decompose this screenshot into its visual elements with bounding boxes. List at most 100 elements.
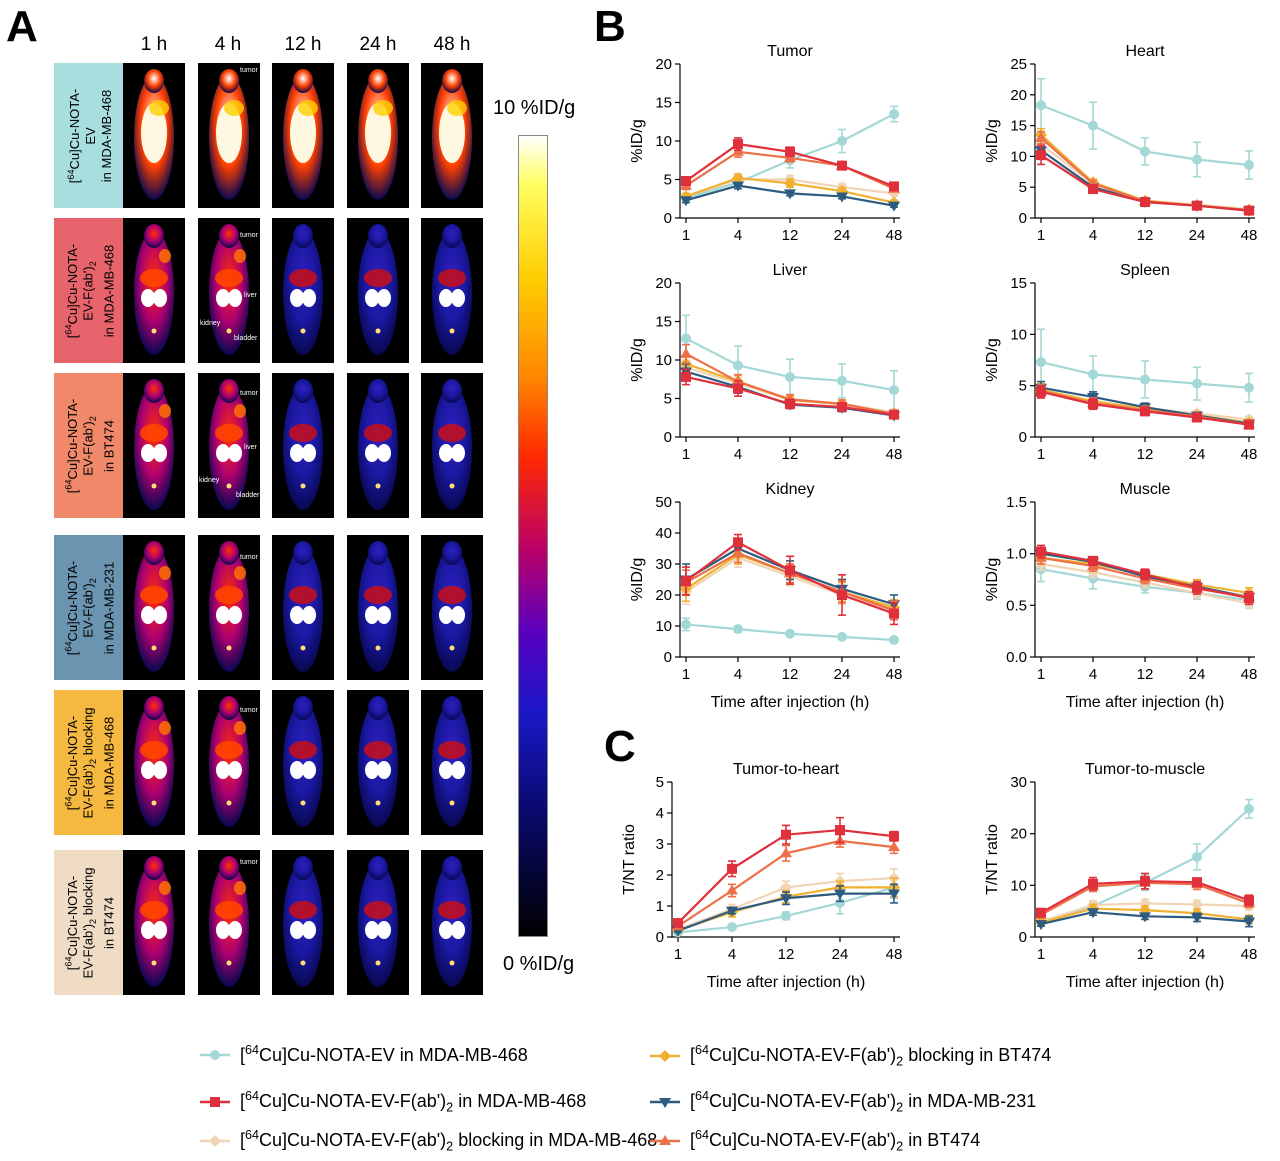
row-label-5: [64Cu]Cu-NOTA- EV-F(ab')2 blocking in MDA-… <box>54 690 123 835</box>
x-tick-label: 12 <box>782 666 799 683</box>
annot-liver-r3: liver <box>244 444 257 451</box>
y-tick-label: 30 <box>655 556 672 573</box>
legend-label: [64Cu]Cu-NOTA-EV-F(ab')2 in BT474 <box>690 1128 981 1154</box>
x-tick-label: 48 <box>1241 946 1258 963</box>
data-point <box>1191 898 1203 911</box>
data-point <box>889 831 899 842</box>
data-point <box>733 139 743 150</box>
series-fab_468 <box>681 533 899 626</box>
time-header-24h: 24 h <box>359 34 397 55</box>
colorbar-min-label: 0 %ID/g <box>503 953 575 975</box>
chart-0: 0 5 10 15 20 1 4 12 24 48 Tumor %ID/g <box>629 43 902 244</box>
pet-image-r4-c1 <box>123 535 185 680</box>
pet-image-r4-c4 <box>347 535 409 680</box>
y-tick-label: 5 <box>664 172 672 189</box>
data-point <box>1244 803 1254 814</box>
chart-title: Liver <box>773 262 808 279</box>
legend-label: [64Cu]Cu-NOTA-EV-F(ab')2 in MDA-MB-231 <box>690 1089 1037 1115</box>
chart-1: 0 5 10 15 20 25 1 4 12 24 48 Heart %ID/g <box>984 43 1257 244</box>
pet-image-r2-c5 <box>421 218 483 363</box>
legend-item-fab_468: [64Cu]Cu-NOTA-EV-F(ab')2 in MDA-MB-468 <box>200 1089 586 1115</box>
pet-image-r1-c1 <box>123 63 185 208</box>
pet-image-r4-c2 <box>198 535 260 680</box>
y-axis-label: %ID/g <box>984 119 1001 163</box>
annot-kidney-r3: kidney <box>199 477 220 484</box>
data-point <box>785 565 795 576</box>
x-tick-label: 12 <box>782 227 799 244</box>
data-point <box>680 196 692 207</box>
x-tick-label: 24 <box>1189 227 1206 244</box>
legend-marker <box>210 1049 220 1060</box>
x-axis-label: Time after injection (h) <box>1066 974 1225 991</box>
legend-marker <box>659 1049 671 1062</box>
annot-bladder-r2: bladder <box>234 335 258 342</box>
legend-label: [64Cu]Cu-NOTA-EV in MDA-MB-468 <box>240 1043 528 1065</box>
annot-liver-r2: liver <box>244 292 257 299</box>
chart-title: Kidney <box>766 481 815 498</box>
data-point <box>1192 412 1202 423</box>
data-point <box>726 884 738 895</box>
x-tick-label: 24 <box>1189 666 1206 683</box>
data-point <box>1192 200 1202 211</box>
pet-image-r1-c4 <box>347 63 409 208</box>
x-tick-label: 12 <box>1137 946 1154 963</box>
annot-tumor-r4: tumor <box>240 554 258 561</box>
x-axis-label: Time after injection (h) <box>1066 694 1225 711</box>
pet-image-r5-c5 <box>421 690 483 835</box>
data-point <box>732 181 744 192</box>
y-tick-label: 0 <box>1019 929 1027 946</box>
data-point <box>888 889 900 900</box>
data-point <box>681 619 691 630</box>
data-point <box>889 634 899 645</box>
y-axis-label: %ID/g <box>629 119 646 163</box>
data-point <box>1139 912 1151 923</box>
pet-image-r4-c5 <box>421 535 483 680</box>
data-point <box>726 906 738 917</box>
legend-item-ev: [64Cu]Cu-NOTA-EV in MDA-MB-468 <box>200 1043 528 1066</box>
data-point <box>1088 878 1098 889</box>
y-axis-label: T/NT ratio <box>984 824 1001 895</box>
x-tick-label: 4 <box>728 946 736 963</box>
legend-marker <box>659 1097 671 1108</box>
legend-item-fab_231: [64Cu]Cu-NOTA-EV-F(ab')2 in MDA-MB-231 <box>650 1089 1036 1115</box>
legend-marker <box>210 1096 220 1107</box>
series-fab_468 <box>1036 872 1254 918</box>
data-point <box>836 192 848 203</box>
x-tick-label: 24 <box>832 946 849 963</box>
panel-letter-a: A <box>6 2 38 51</box>
data-point <box>781 829 791 840</box>
y-tick-label: 15 <box>1010 118 1027 135</box>
data-point <box>1035 131 1047 142</box>
data-point <box>785 371 795 382</box>
y-tick-label: 3 <box>656 836 664 853</box>
data-point <box>1035 920 1047 931</box>
chart-title: Tumor <box>767 43 813 60</box>
x-tick-label: 24 <box>834 666 851 683</box>
colorbar <box>518 135 548 937</box>
x-tick-label: 48 <box>1241 666 1258 683</box>
data-point <box>1140 569 1150 580</box>
data-point <box>837 401 847 412</box>
data-point <box>784 189 796 200</box>
data-point <box>1192 378 1202 389</box>
pet-image-r1-c3 <box>272 63 334 208</box>
x-tick-label: 1 <box>1037 227 1045 244</box>
data-point <box>780 847 792 858</box>
chart-7: 0 10 20 30 1 4 12 24 48 Tumor-to-muscle T/NT ratio… <box>984 761 1257 991</box>
data-point <box>1036 907 1046 918</box>
data-point <box>889 409 899 420</box>
annot-tumor-r5: tumor <box>240 707 258 714</box>
y-tick-label: 2 <box>656 867 664 884</box>
x-tick-label: 12 <box>1137 446 1154 463</box>
annot-tumor-r6: tumor <box>240 859 258 866</box>
y-tick-label: 20 <box>655 56 672 73</box>
data-point <box>733 537 743 548</box>
legend-marker <box>659 1134 671 1145</box>
x-tick-label: 48 <box>1241 446 1258 463</box>
data-point <box>834 889 846 900</box>
data-point <box>732 171 744 184</box>
y-axis-label: %ID/g <box>984 558 1001 602</box>
annot-bladder-r3: bladder <box>236 492 260 499</box>
